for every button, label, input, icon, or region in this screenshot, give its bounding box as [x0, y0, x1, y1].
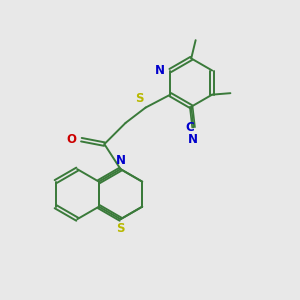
Text: N: N — [116, 154, 126, 167]
Text: N: N — [188, 133, 197, 146]
Text: C: C — [186, 121, 194, 134]
Text: N: N — [155, 64, 165, 77]
Text: S: S — [116, 221, 125, 235]
Text: O: O — [66, 133, 76, 146]
Text: S: S — [135, 92, 143, 105]
